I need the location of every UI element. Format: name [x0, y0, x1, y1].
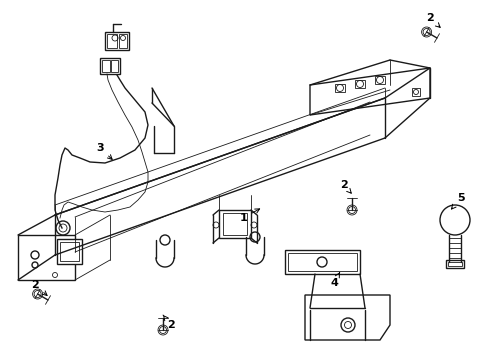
Bar	[57, 239, 82, 264]
Bar	[412, 88, 420, 96]
Bar	[448, 262, 462, 266]
Bar	[219, 210, 251, 238]
Bar	[375, 76, 385, 84]
Text: 4: 4	[330, 273, 340, 288]
Text: 3: 3	[96, 143, 112, 159]
Text: 5: 5	[451, 193, 465, 209]
Text: 2: 2	[426, 13, 440, 27]
Bar	[111, 60, 118, 72]
Bar	[105, 32, 129, 50]
Text: 2: 2	[163, 315, 175, 330]
Text: 2: 2	[340, 180, 351, 193]
Text: 1: 1	[239, 209, 260, 223]
Bar	[446, 260, 464, 268]
Bar	[288, 253, 357, 271]
Bar	[119, 34, 127, 48]
Bar	[100, 58, 120, 74]
Bar	[107, 34, 117, 48]
Bar	[223, 213, 247, 235]
Text: 2: 2	[31, 280, 47, 296]
Bar	[285, 250, 360, 274]
Bar	[355, 80, 365, 88]
Bar	[335, 84, 345, 92]
Bar	[102, 60, 110, 72]
Bar	[60, 242, 79, 261]
